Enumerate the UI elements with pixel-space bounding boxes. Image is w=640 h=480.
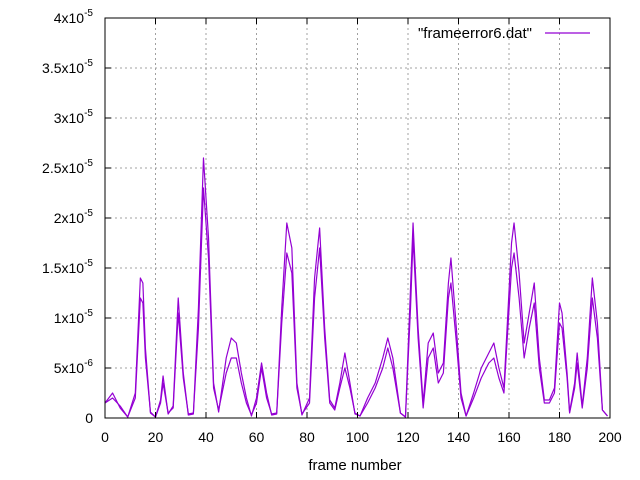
x-tick-label: 80 [299, 429, 315, 445]
x-tick-label: 160 [497, 429, 521, 445]
y-tick-label: 5x10-6 [54, 358, 94, 376]
y-tick-label: 3x10-5 [54, 108, 94, 126]
x-tick-label: 0 [101, 429, 109, 445]
y-tick-label: 1x10-5 [54, 308, 94, 326]
legend: "frameerror6.dat" [418, 25, 590, 42]
series-line-1 [104, 187, 608, 418]
x-tick-label: 200 [598, 429, 622, 445]
y-tick-labels: 0 5x10-6 1x10-5 1.5x10-5 2x10-5 2.5x10-5 3x10-… [42, 8, 93, 426]
grid-lines [105, 18, 610, 418]
x-tick-label: 40 [198, 429, 214, 445]
y-tick-label: 3.5x10-5 [42, 58, 93, 76]
x-tick-label: 100 [346, 429, 370, 445]
y-tick-label: 0 [85, 410, 93, 426]
x-tick-label: 60 [249, 429, 265, 445]
x-tick-label: 140 [447, 429, 471, 445]
plot-lines [104, 157, 608, 418]
x-tick-label: 120 [396, 429, 420, 445]
axis-ticks [104, 17, 611, 419]
y-tick-label: 2.5x10-5 [42, 158, 93, 176]
x-tick-labels: 0 20 40 60 80 100 120 140 160 180 200 [101, 429, 622, 445]
x-axis-title: frame number [308, 457, 401, 474]
legend-label: "frameerror6.dat" [418, 25, 532, 42]
y-tick-label: 4x10-5 [54, 8, 94, 26]
y-tick-label: 1.5x10-5 [42, 258, 93, 276]
x-tick-label: 180 [548, 429, 572, 445]
y-tick-label: 2x10-5 [54, 208, 94, 226]
series-line-2 [104, 157, 608, 418]
x-tick-label: 20 [148, 429, 164, 445]
